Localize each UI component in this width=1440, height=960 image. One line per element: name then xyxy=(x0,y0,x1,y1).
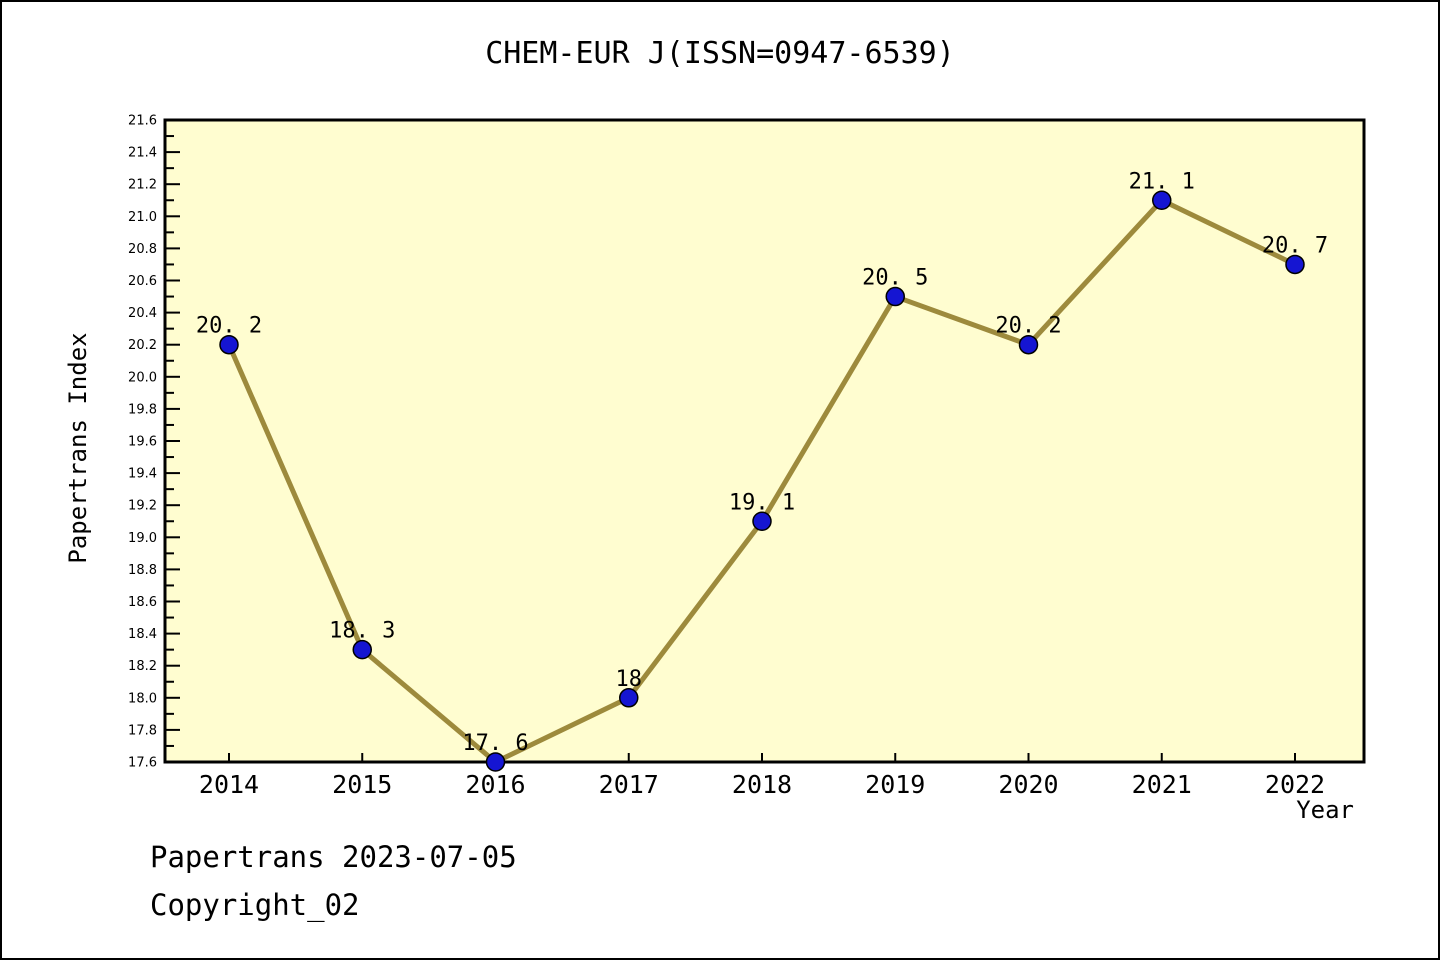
y-tick-label: 20.4 xyxy=(128,306,157,321)
x-tick-label: 2015 xyxy=(332,770,392,799)
y-tick-label: 18.2 xyxy=(128,659,157,674)
data-point-label: 19. 1 xyxy=(729,490,795,515)
data-point xyxy=(352,639,372,660)
data-point xyxy=(1285,254,1305,275)
x-tick-label: 2020 xyxy=(998,770,1058,799)
y-tick-label: 19.8 xyxy=(128,402,157,417)
y-tick-label: 20.8 xyxy=(128,242,157,257)
x-tick-label: 2014 xyxy=(199,770,259,799)
data-point-label: 20. 7 xyxy=(1262,233,1328,258)
plot-border xyxy=(163,118,1366,764)
data-point xyxy=(1152,190,1172,210)
data-point xyxy=(485,752,506,772)
y-tick-label: 19.6 xyxy=(128,435,157,450)
data-point xyxy=(885,286,905,307)
x-tick-label: 2019 xyxy=(865,770,925,799)
data-point xyxy=(219,334,239,355)
y-tick-label: 20.0 xyxy=(128,370,157,385)
y-tick-label: 21.4 xyxy=(128,146,157,161)
x-tick-label: 2021 xyxy=(1132,770,1192,799)
y-tick-label: 19.0 xyxy=(128,531,157,546)
watermark-copyright: Copyright_02 xyxy=(150,888,360,922)
data-point-label: 20. 5 xyxy=(862,266,928,291)
y-tick-label: 21.6 xyxy=(128,114,157,129)
plot-background xyxy=(165,120,1364,762)
x-tick-label: 2017 xyxy=(599,770,659,799)
x-tick-label: 2018 xyxy=(732,770,792,799)
y-tick-label: 18.8 xyxy=(128,563,157,578)
y-tick-label: 21.0 xyxy=(128,210,157,225)
y-tick-label: 20.2 xyxy=(128,338,157,353)
x-axis-title: Year xyxy=(1296,796,1354,824)
y-tick-label: 19.4 xyxy=(128,467,157,482)
y-tick-label: 17.8 xyxy=(128,723,157,738)
x-tick-label: 2016 xyxy=(465,770,525,799)
data-point-label: 18 xyxy=(616,667,643,692)
data-point xyxy=(752,511,772,531)
y-tick-label: 17.6 xyxy=(128,756,157,771)
y-tick-label: 18.6 xyxy=(128,595,157,610)
y-tick-label: 18.4 xyxy=(128,627,157,642)
data-point-label: 18. 3 xyxy=(329,619,395,644)
y-tick-label: 21.2 xyxy=(128,178,157,193)
y-tick-label: 18.0 xyxy=(128,691,157,706)
x-tick-label: 2022 xyxy=(1265,770,1325,799)
chart-title: CHEM-EUR J(ISSN=0947-6539) xyxy=(485,36,955,71)
y-tick-label: 19.2 xyxy=(128,499,157,514)
data-point xyxy=(1018,334,1039,355)
y-tick-label: 20.6 xyxy=(128,274,157,289)
data-point-label: 20. 2 xyxy=(196,314,262,339)
data-point xyxy=(619,688,639,708)
data-point-label: 17. 6 xyxy=(462,731,528,756)
watermark-date: Papertrans 2023-07-05 xyxy=(150,840,517,874)
data-point-label: 21. 1 xyxy=(1129,169,1195,194)
data-point-label: 20. 2 xyxy=(995,314,1061,339)
